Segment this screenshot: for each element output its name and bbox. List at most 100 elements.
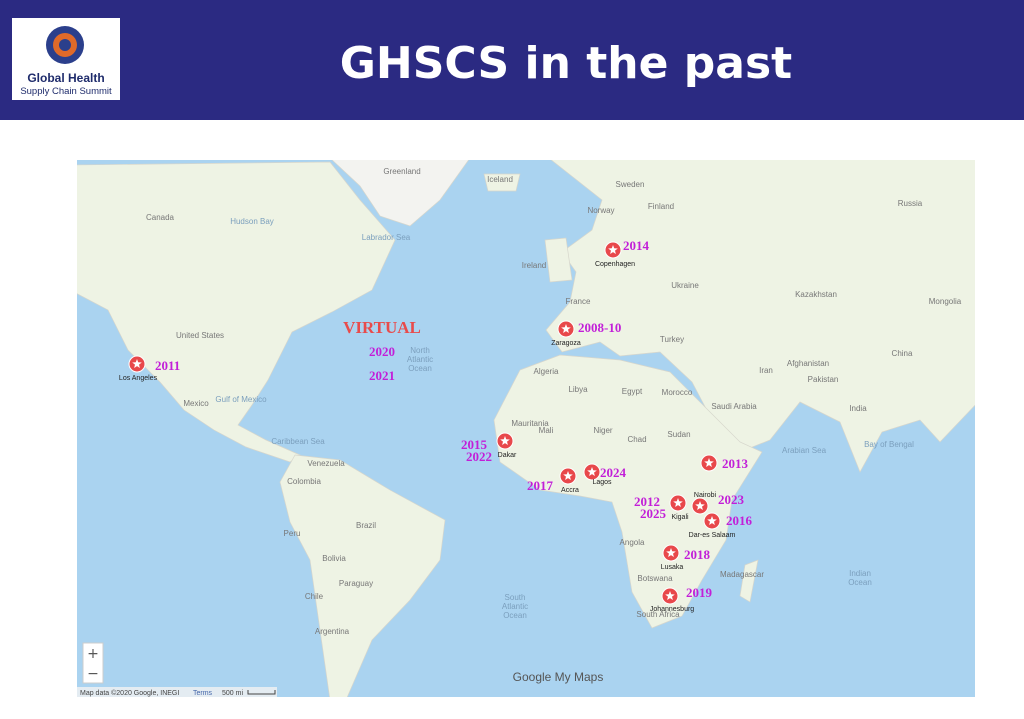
ocean-label: South (505, 593, 526, 602)
marker-star (665, 591, 675, 600)
city-label: Accra (561, 487, 579, 494)
slide-title: GHSCS in the past (340, 38, 792, 89)
place-label: India (849, 404, 867, 413)
ocean-label: Ocean (848, 578, 872, 587)
eurasia (545, 160, 975, 473)
ocean-label: Caribbean Sea (271, 437, 325, 446)
city-label: Lusaka (661, 564, 684, 571)
scale-label: 500 mi (222, 690, 243, 697)
place-label: Iceland (487, 175, 513, 184)
place-label: Mali (539, 426, 554, 435)
marker-star (132, 359, 142, 368)
ocean-label: Gulf of Mexico (215, 395, 267, 404)
zoom-out[interactable]: − (87, 666, 99, 682)
year-label: 2024 (600, 465, 627, 480)
place-label: Finland (648, 202, 674, 211)
city-label: Dakar (498, 452, 517, 459)
place-label: Norway (587, 206, 614, 215)
greenland (331, 160, 470, 227)
logo-line1: Global Health (27, 71, 104, 85)
virtual-year: 2021 (369, 368, 395, 383)
place-label: United States (176, 331, 224, 340)
ocean-label: North (410, 346, 430, 355)
ocean-label: Hudson Bay (230, 217, 274, 226)
place-label: Turkey (660, 335, 684, 344)
header-bar (0, 0, 1024, 120)
place-label: Iran (759, 366, 773, 375)
marker-star (695, 501, 705, 510)
place-label: Chile (305, 592, 324, 601)
year-label: 2008-10 (578, 320, 621, 335)
city-label: Los Angeles (119, 375, 158, 382)
place-label: Sweden (616, 180, 645, 189)
place-label: Brazil (356, 521, 376, 530)
place-label: Paraguay (339, 579, 373, 588)
year-label: 2023 (718, 492, 745, 507)
place-label: Peru (284, 529, 301, 538)
map-marker[interactable]: Zaragoza 2008-10 (551, 320, 621, 347)
city-label: Johannesburg (650, 606, 694, 613)
logo-line2: Supply Chain Summit (20, 86, 112, 97)
year-label: 2019 (686, 585, 713, 600)
marker-star (563, 471, 573, 480)
year-label: 2013 (722, 456, 749, 471)
map-marker[interactable]: Los Angeles 2011 (119, 355, 180, 382)
virtual-year: 2020 (369, 344, 395, 359)
city-label: Copenhagen (595, 261, 635, 268)
marker-star (704, 458, 714, 467)
year-label: 2011 (155, 358, 180, 373)
marker-star (587, 467, 597, 476)
zoom-in[interactable]: + (87, 646, 99, 662)
ocean-label: Labrador Sea (362, 233, 411, 242)
map: Greenland Iceland Canada Hudson Bay Labrador… (77, 160, 975, 697)
terms-link[interactable]: Terms (193, 690, 213, 697)
map-marker[interactable]: Johannesburg 2019 (650, 585, 713, 613)
ocean-label: Indian (849, 569, 871, 578)
city-label: Dar-es Salaam (689, 532, 736, 539)
south-america (279, 454, 446, 697)
place-label: Russia (898, 199, 923, 208)
place-label: Ukraine (671, 281, 699, 290)
ocean-label: Bay of Bengal (864, 440, 914, 449)
ocean-label: Atlantic (502, 602, 528, 611)
map-marker[interactable]: 2013 (700, 454, 749, 472)
place-label: South Africa (636, 610, 680, 619)
marker-star (561, 324, 571, 333)
place-label: Mongolia (929, 297, 962, 306)
marker-star (707, 516, 717, 525)
year-label: 2018 (684, 547, 711, 562)
place-label: Niger (593, 426, 612, 435)
place-label: Afghanistan (787, 359, 829, 368)
attribution: Map data ©2020 Google, INEGI (80, 689, 179, 697)
year-label: 2017 (527, 478, 554, 493)
ocean-label: Ocean (503, 611, 527, 620)
zoom-control (82, 642, 104, 684)
map-marker[interactable]: Nairobi 2023 (691, 492, 745, 515)
map-marker[interactable]: Copenhagen 2014 (595, 238, 650, 268)
place-label: Argentina (315, 627, 350, 636)
place-label: Canada (146, 213, 175, 222)
year-label: 2012 (634, 494, 660, 509)
marker-star (673, 498, 683, 507)
place-label: Pakistan (808, 375, 839, 384)
britain (544, 237, 573, 283)
year-label: 2016 (726, 513, 753, 528)
logo-core (59, 39, 71, 51)
place-label: Ireland (522, 261, 546, 270)
ocean-label: Arabian Sea (782, 446, 827, 455)
city-label: Lagos (592, 479, 612, 486)
marker-star (608, 245, 618, 254)
place-label: Venezuela (307, 459, 345, 468)
map-marker[interactable]: Dar-es Salaam 2016 (689, 512, 753, 539)
place-label: Angola (620, 538, 645, 547)
map-marker[interactable]: Accra 2017 (527, 467, 579, 494)
scale-bar (247, 690, 276, 695)
place-label: France (566, 297, 591, 306)
brand: Google My Maps (513, 670, 604, 684)
place-label: Libya (568, 385, 588, 394)
